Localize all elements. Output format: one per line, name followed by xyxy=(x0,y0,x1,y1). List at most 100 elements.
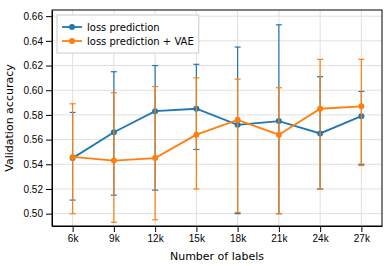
series xyxy=(70,59,365,222)
error-bar xyxy=(237,47,238,214)
x-tick: 6k xyxy=(68,226,80,244)
y-tick-mark xyxy=(46,140,52,141)
grid-line xyxy=(52,213,382,214)
error-cap-upper xyxy=(111,71,117,72)
grid-line xyxy=(52,164,382,165)
y-tick-mark xyxy=(46,90,52,91)
y-tick-mark xyxy=(46,16,52,17)
y-tick: 0.56 xyxy=(24,134,52,145)
y-tick-label: 0.60 xyxy=(24,85,44,96)
error-cap-upper xyxy=(152,86,158,87)
y-tick: 0.62 xyxy=(24,60,52,71)
plot: 6k 9k 12k 15k 18k 21k 24k 27k 0.50 0.52 0.54 0.56 0.… xyxy=(24,10,383,244)
grid-line xyxy=(320,10,321,226)
grid xyxy=(52,10,382,226)
line xyxy=(73,106,362,160)
legend: loss prediction loss prediction + VAE xyxy=(57,15,199,53)
x-tick-mark xyxy=(238,226,239,232)
error-bar xyxy=(278,88,279,214)
legend-marker xyxy=(69,24,75,30)
y-tick: 0.58 xyxy=(24,110,52,121)
x-tick-mark xyxy=(196,226,197,232)
y-tick-label: 0.56 xyxy=(24,134,44,145)
y-tick-mark xyxy=(46,41,52,42)
point xyxy=(235,117,241,123)
x-tick-label: 15k xyxy=(189,233,206,244)
y-tick-label: 0.50 xyxy=(24,208,44,219)
y-tick: 0.54 xyxy=(24,159,52,170)
x-tick: 24k xyxy=(313,226,330,244)
error-cap-upper xyxy=(70,103,76,104)
error-cap-lower xyxy=(193,188,199,189)
error-bars xyxy=(70,59,365,222)
error-cap-upper xyxy=(152,65,158,66)
error-bar xyxy=(237,79,238,212)
error-bar xyxy=(278,25,279,214)
y-tick-mark xyxy=(46,115,52,116)
grid-line xyxy=(52,188,382,189)
error-cap-lower xyxy=(276,213,282,214)
error-cap-lower xyxy=(235,213,241,214)
y-tick-label: 0.54 xyxy=(24,159,44,170)
legend-label: loss prediction + VAE xyxy=(87,36,194,47)
line xyxy=(73,109,362,158)
error-cap-lower xyxy=(152,219,158,220)
y-tick: 0.66 xyxy=(24,11,52,22)
grid-line xyxy=(52,65,382,66)
x-tick-mark xyxy=(279,226,280,232)
y-tick-mark xyxy=(46,214,52,215)
y-tick: 0.52 xyxy=(24,184,52,195)
point xyxy=(152,155,158,161)
y-tick-label: 0.66 xyxy=(24,11,44,22)
chart: 6k 9k 12k 15k 18k 21k 24k 27k 0.50 0.52 0.54 0.56 0.… xyxy=(0,0,392,266)
legend-item: loss prediction xyxy=(62,22,160,33)
x-tick: 27k xyxy=(354,226,371,244)
x-tick-label: 27k xyxy=(354,233,371,244)
x-tick-mark xyxy=(320,226,321,232)
legend-item: loss prediction + VAE xyxy=(62,36,194,47)
point xyxy=(358,103,364,109)
error-bar xyxy=(113,93,114,223)
y-tick-label: 0.58 xyxy=(24,110,44,121)
point xyxy=(193,132,199,138)
marks xyxy=(70,25,365,222)
error-cap-upper xyxy=(193,77,199,78)
x-tick: 18k xyxy=(230,226,247,244)
error-cap-lower xyxy=(235,212,241,213)
x-tick-label: 24k xyxy=(313,233,330,244)
plot-frame xyxy=(52,10,382,226)
y-tick: 0.60 xyxy=(24,85,52,96)
y-axis-title: Validation accuracy xyxy=(3,64,16,172)
y-tick-mark xyxy=(46,66,52,67)
y-tick: 0.50 xyxy=(24,208,52,219)
x-tick: 12k xyxy=(148,226,165,244)
x-tick-label: 21k xyxy=(271,233,288,244)
point xyxy=(70,154,76,160)
y-tick-mark xyxy=(46,164,52,165)
grid-line xyxy=(52,114,382,115)
error-bar xyxy=(320,59,321,189)
grid-line xyxy=(361,10,362,226)
legend-box xyxy=(57,15,199,53)
x-tick: 9k xyxy=(109,226,121,244)
legend-label: loss prediction xyxy=(87,22,160,33)
legend-marker xyxy=(69,38,75,44)
x-tick-mark xyxy=(361,226,362,232)
x-tick: 15k xyxy=(189,226,206,244)
x-tick: 21k xyxy=(271,226,288,244)
error-cap-upper xyxy=(235,46,241,47)
error-cap-upper xyxy=(276,24,282,25)
x-tick-label: 18k xyxy=(230,233,247,244)
y-tick-label: 0.64 xyxy=(24,36,44,47)
error-bar xyxy=(361,59,362,165)
x-tick-label: 12k xyxy=(148,233,165,244)
error-cap-lower xyxy=(276,213,282,214)
x-tick-label: 9k xyxy=(109,233,121,244)
error-cap-upper xyxy=(193,64,199,65)
error-cap-lower xyxy=(111,222,117,223)
error-cap-upper xyxy=(358,59,364,60)
x-tick-label: 6k xyxy=(68,233,80,244)
y-axis-line xyxy=(52,11,53,227)
error-cap-upper xyxy=(235,79,241,80)
error-cap-lower xyxy=(317,188,323,189)
